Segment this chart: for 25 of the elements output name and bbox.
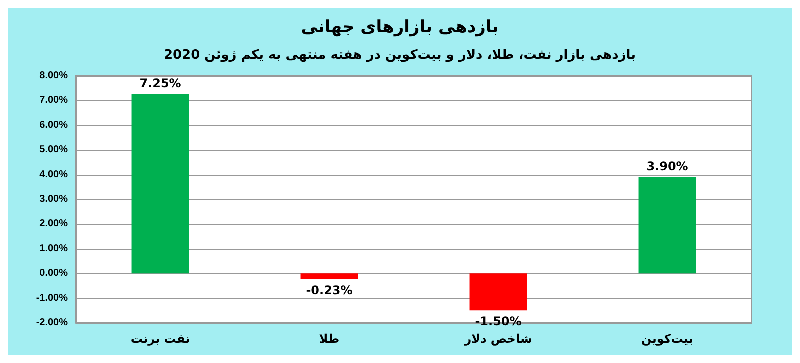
y-tick-label: 1.00% [40, 243, 68, 254]
y-tick-label: 3.00% [40, 194, 68, 205]
y-tick-label: 5.00% [40, 144, 68, 156]
chart-title: بازدهی بازارهای جهانی [301, 18, 499, 38]
data-label: -1.50% [475, 314, 522, 329]
bar [132, 94, 190, 274]
data-label: 7.25% [140, 76, 182, 91]
y-tick-label: -1.00% [36, 292, 68, 304]
chart-subtitle: بازدهی بازار نفت، طلا، دلار و بیت‌کوین در هفته منتهی به یکم ژوئن 2020 [164, 48, 636, 63]
x-tick-label: شاخص دلار [464, 332, 532, 346]
y-tick-label: 7.00% [40, 95, 68, 106]
data-label: 3.90% [646, 159, 688, 174]
data-label: -0.23% [306, 283, 353, 298]
y-tick-label: 6.00% [40, 120, 68, 131]
bar [470, 274, 528, 311]
x-tick-label: بیت‌کوین [642, 332, 694, 346]
y-tick-label: 8.00% [40, 70, 68, 82]
x-tick-label: نفت برنت [130, 332, 190, 346]
y-tick-label: -2.00% [36, 318, 68, 328]
x-tick-label: طلا [319, 332, 340, 346]
bar [300, 274, 358, 280]
y-tick-label: 4.00% [40, 169, 68, 180]
y-tick-label: 2.00% [40, 218, 68, 230]
y-tick-label: 0.00% [40, 268, 68, 280]
bar [638, 177, 696, 274]
